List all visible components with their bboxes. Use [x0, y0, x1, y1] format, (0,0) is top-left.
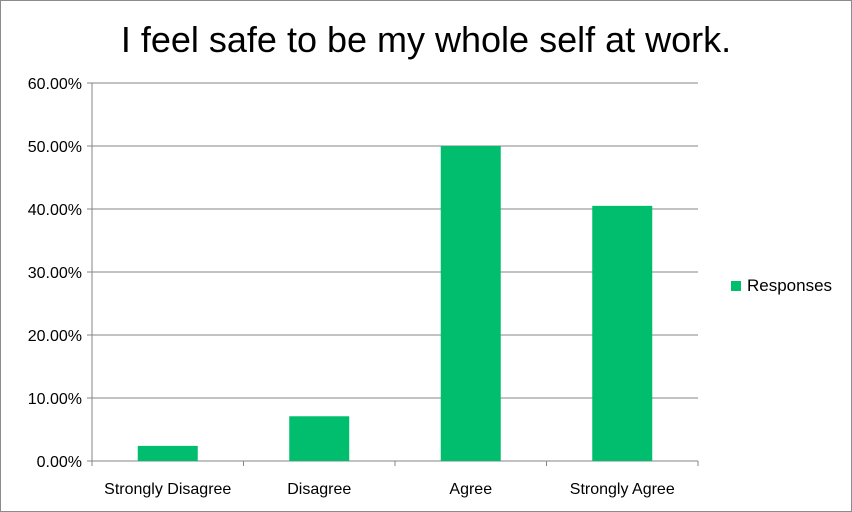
chart-title: I feel safe to be my whole self at work.	[120, 19, 732, 60]
y-tick-label: 60.00%	[28, 76, 82, 93]
y-tick-label: 20.00%	[28, 328, 82, 345]
legend-label: Responses	[747, 276, 833, 295]
y-tick-labels: 0.00% 10.00% 20.00% 30.00% 40.00% 50.00% 60.00…	[28, 76, 82, 471]
y-tick-label: 50.00%	[28, 139, 82, 156]
x-tick-label: Agree	[449, 481, 492, 498]
y-tick-label: 0.00%	[37, 454, 82, 471]
x-tick-label: Disagree	[287, 481, 351, 498]
bar	[137, 445, 198, 461]
bar	[289, 416, 350, 461]
bars	[137, 146, 653, 461]
legend-swatch	[731, 281, 741, 291]
bar	[440, 146, 501, 461]
y-tick-label: 30.00%	[28, 265, 82, 282]
bar	[592, 205, 653, 461]
x-tick-label: Strongly Agree	[570, 481, 675, 498]
y-tick-label: 10.00%	[28, 391, 82, 408]
legend: Responses	[731, 276, 832, 296]
x-tick-label: Strongly Disagree	[104, 481, 231, 498]
x-tick-labels: Strongly Disagree Disagree Agree Strongly A…	[104, 481, 675, 498]
y-tick-label: 40.00%	[28, 202, 82, 219]
